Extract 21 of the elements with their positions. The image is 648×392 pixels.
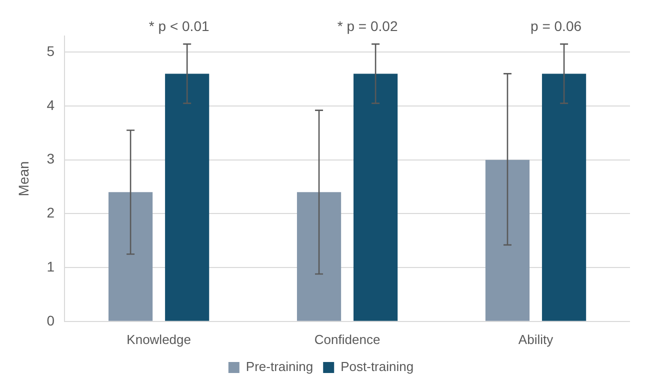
bar — [108, 192, 153, 321]
text: p = 0.06 — [530, 18, 582, 34]
text: * p = 0.02 — [337, 18, 398, 34]
y-axis-title: Mean — [15, 161, 32, 196]
x-tick-label: Confidence — [314, 332, 380, 347]
bar — [485, 160, 530, 321]
legend-label: Pre-training — [246, 359, 314, 374]
x-tick-label: Ability — [518, 332, 554, 347]
y-tick-label: 3 — [46, 150, 55, 167]
y-tick-label: 0 — [46, 312, 55, 328]
text: * p < 0.01 — [148, 18, 210, 34]
bar — [354, 74, 398, 321]
x-tick-label: Knowledge — [126, 332, 191, 347]
legend-label: Post-training — [340, 359, 414, 374]
y-tick-label: 1 — [46, 258, 55, 274]
y-tick-label: 5 — [46, 43, 55, 60]
y-tick-label: 2 — [46, 204, 55, 221]
bar — [542, 74, 586, 321]
y-tick-label: 4 — [46, 96, 55, 113]
bar — [165, 74, 210, 321]
bar — [296, 192, 342, 321]
